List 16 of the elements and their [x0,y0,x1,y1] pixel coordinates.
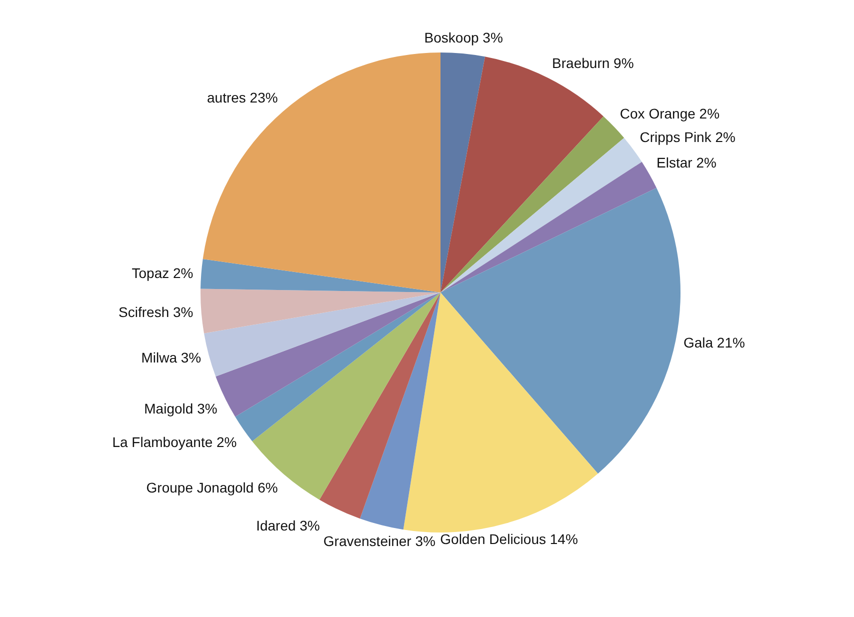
slice-label: La Flamboyante 2% [112,434,237,450]
slice-label: Gala 21% [683,334,745,350]
slice-label: Boskoop 3% [424,30,503,46]
slice-label: Elstar 2% [656,154,716,171]
slice-label: Scifresh 3% [118,304,194,320]
slice-label: Golden Delicious 14% [440,530,578,547]
slice-label: Cripps Pink 2% [640,128,736,145]
slice-label: Topaz 2% [132,265,194,282]
slice-label: autres 23% [207,89,278,106]
slice-label: Cox Orange 2% [620,105,720,122]
slice-label: Braeburn 9% [552,55,634,72]
slice-label: Gravensteiner 3% [323,532,436,549]
slice-label: Idared 3% [256,517,320,534]
slice-label: Milwa 3% [141,349,202,366]
slice-label: Groupe Jonagold 6% [146,480,278,496]
slice-label: Maigold 3% [144,400,218,417]
